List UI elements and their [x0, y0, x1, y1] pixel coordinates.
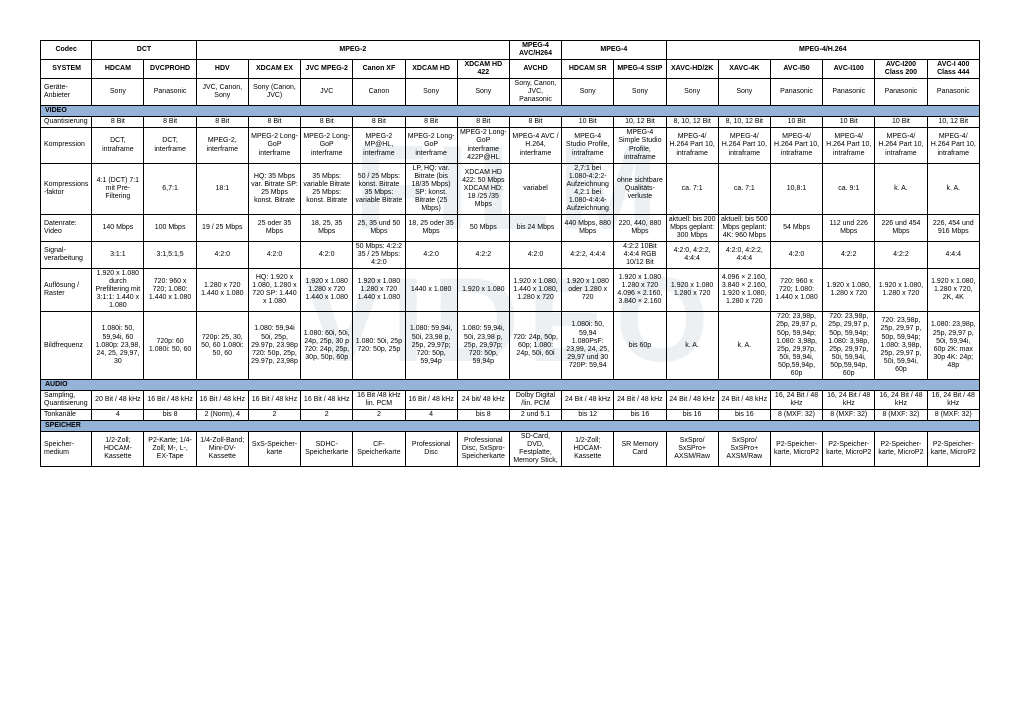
row-bildfrequenz: Bildfrequenz 1.080i: 50, 59,94i, 60 1.08…: [41, 312, 980, 379]
row-kompressionsfaktor: Kompressions-faktor 4:1 (DCT) 7:1 mit Pr…: [41, 163, 980, 214]
header-mpeg4: MPEG-4: [562, 41, 666, 60]
row-speichermedium: Speicher-medium 1/2-Zoll; HDCAM-Kassette…: [41, 432, 980, 467]
section-speicher: SPEICHER: [41, 420, 980, 431]
header-group-row: Codec DCT MPEG-2 MPEG-4 AVC/H264 MPEG-4 …: [41, 41, 980, 60]
section-video: VIDEO: [41, 106, 980, 117]
row-kompression: Kompression DCT, intraframeDCT, interfra…: [41, 128, 980, 163]
row-geraete: Geräte-Anbieter SonyPanasonicJVC, Canon,…: [41, 79, 980, 106]
row-tonkanaele: Tonkanäle 4bis 82 (Norm), 42224bis 82 un…: [41, 409, 980, 420]
header-mpeg4h264: MPEG-4/H.264: [666, 41, 979, 60]
codec-comparison-table: Codec DCT MPEG-2 MPEG-4 AVC/H264 MPEG-4 …: [40, 40, 980, 467]
row-signalverarbeitung: Signal-verarbeitung 3:1:13:1,5:1,54:2:04…: [41, 242, 980, 269]
row-quantisierung: Quantisierung 8 Bit8 Bit8 Bit8 Bit8 Bit8…: [41, 117, 980, 128]
row-aufloesung: Auflösung / Raster 1.920 x 1.080 durch P…: [41, 269, 980, 312]
header-mpeg2: MPEG-2: [196, 41, 509, 60]
row-datenrate: Datenrate: Video 140 Mbps100 Mbps19 / 25…: [41, 214, 980, 241]
header-mpeg4avc: MPEG-4 AVC/H264: [509, 41, 561, 60]
system-row: SYSTEM HDCAM DVCPROHD HDV XDCAM EX JVC M…: [41, 60, 980, 79]
header-dct: DCT: [92, 41, 196, 60]
row-sampling: Sampling, Quantisierung 20 Bit / 48 kHz1…: [41, 390, 980, 409]
header-codec: Codec: [41, 41, 92, 60]
section-audio: AUDIO: [41, 379, 980, 390]
system-label: SYSTEM: [41, 60, 92, 79]
